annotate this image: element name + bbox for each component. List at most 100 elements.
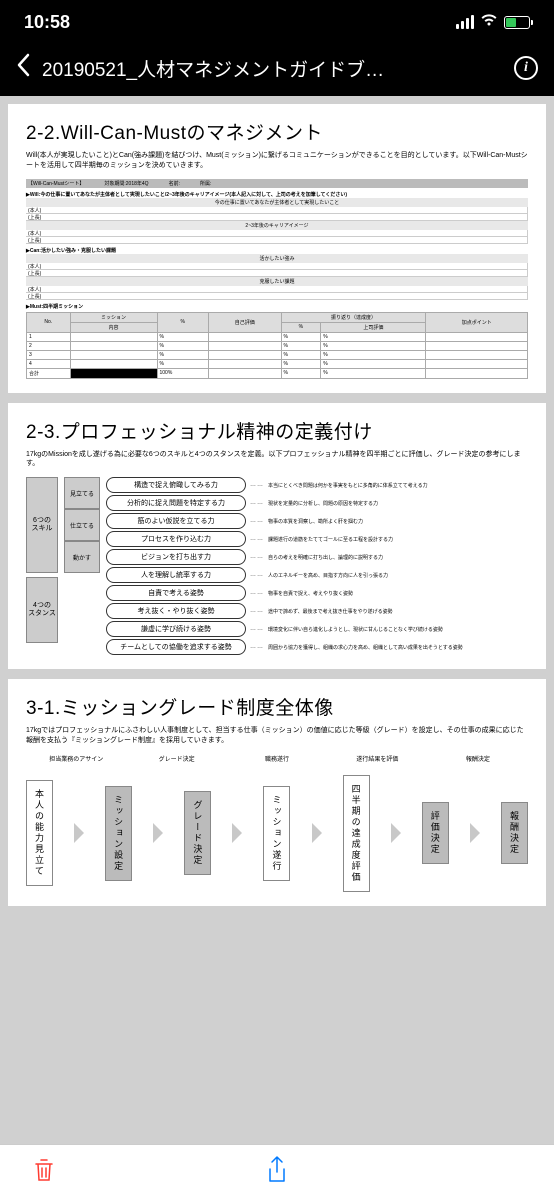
sheet-name-label: 名前: bbox=[169, 180, 180, 187]
row-boss: (上長) bbox=[26, 270, 528, 276]
sheet-dept-label: 所属: bbox=[200, 180, 211, 187]
will-header: ▶Will:今の仕事に置いてあなたが主体者として実現したいこと/2~3年後のキャ… bbox=[26, 191, 528, 198]
skill-row: 人を理解し統率する力……人のエネルギーを高め、目指す方向に人を引っ張る力 bbox=[106, 567, 528, 583]
flow-box: 評価決定 bbox=[422, 802, 449, 864]
skill-desc: 物事を自責で捉え、考えやり抜く姿勢 bbox=[268, 590, 528, 597]
skill-pill: 人を理解し統率する力 bbox=[106, 567, 246, 583]
arrow-icon bbox=[312, 823, 322, 843]
skill-desc: 環境変化に伴い自ら進化しようとし、現状に甘んじることなく学び続ける姿勢 bbox=[268, 626, 528, 633]
skill-pill: プロセスを作り込む力 bbox=[106, 531, 246, 547]
col-no: No. bbox=[27, 312, 71, 332]
dots: …… bbox=[250, 644, 264, 650]
wifi-icon bbox=[480, 13, 498, 32]
row-boss: (上長) bbox=[26, 293, 528, 299]
document-viewport[interactable]: 2-2.Will-Can-Mustのマネジメント Will(本人が実現したいこと… bbox=[0, 96, 554, 1144]
skill-row: チームとしての協働を追求する姿勢……周囲から協力を獲得し、組織の求心力を高め、組… bbox=[106, 639, 528, 655]
flow-label: 職務遂行 bbox=[227, 754, 327, 763]
flow-label: グレード決定 bbox=[126, 754, 226, 763]
battery-icon bbox=[504, 16, 530, 29]
flow-label: 遂行結果を評価 bbox=[327, 754, 427, 763]
skill-pill: 構造で捉え俯瞰してみる力 bbox=[106, 477, 246, 493]
flow-labels: 担当業務のアサイングレード決定職務遂行遂行結果を評価報酬決定 bbox=[26, 754, 528, 763]
skill-desc: 現状を定量的に分析し、問題の原因を特定する力 bbox=[268, 500, 528, 507]
skill-desc: 課題遂行の道筋をたててゴールに至る工程を設計する力 bbox=[268, 536, 528, 543]
signal-icon bbox=[456, 15, 474, 29]
flow-box: 四半期の達成度評価 bbox=[343, 775, 370, 892]
arrow-icon bbox=[232, 823, 242, 843]
skill-row: 謙虚に学び続ける姿勢……環境変化に伴い自ら進化しようとし、現状に甘んじることなく… bbox=[106, 621, 528, 637]
flow-box: 本人の能力見立て bbox=[26, 780, 53, 886]
sheet-period: 対象期間:2018年4Q bbox=[104, 180, 148, 187]
back-button[interactable] bbox=[16, 52, 30, 84]
skill-desc: 途中で諦めず、最後まで考え抜き仕事をやり遂げる姿勢 bbox=[268, 608, 528, 615]
skill-row: ビジョンを打ち出す力……自らの考えを明確に打ち出し、論理的に説明する力 bbox=[106, 549, 528, 565]
col-content: 内容 bbox=[70, 322, 157, 332]
skill-pill: ビジョンを打ち出す力 bbox=[106, 549, 246, 565]
status-indicators bbox=[456, 13, 530, 32]
col-point: 加点ポイント bbox=[426, 312, 528, 332]
sheet-label: 【Will-Can-Mustシート】 bbox=[28, 180, 84, 187]
row-self: (本人) bbox=[26, 207, 528, 213]
can-header: ▶Can:活かしたい強み・克服したい課題 bbox=[26, 247, 528, 254]
col-mission: ミッション bbox=[70, 312, 157, 322]
skill-pill: 自責で考える姿勢 bbox=[106, 585, 246, 601]
status-bar: 10:58 bbox=[0, 0, 554, 44]
skill-row: プロセスを作り込む力 …… 課題遂行の道筋をたててゴールに至る工程を設計する力 bbox=[106, 531, 528, 547]
skill-row: 考え抜く・やり抜く姿勢……途中で諦めず、最後まで考え抜き仕事をやり遂げる姿勢 bbox=[106, 603, 528, 619]
mid-label-0: 見立てる bbox=[64, 477, 100, 509]
skill-pill: 筋のよい仮説を立てる力 bbox=[106, 513, 246, 529]
skill-desc: 周囲から協力を獲得し、組織の求心力を高め、組織として高い成果を出そうとする姿勢 bbox=[268, 644, 528, 651]
skill-row: 構造で捉え俯瞰してみる力……本当にとくべき問題は何かを事実をもとに多角的に体系立… bbox=[106, 477, 528, 493]
page3-title: 3-1.ミッショングレード制度全体像 bbox=[26, 693, 528, 720]
wcm-sheet: 【Will-Can-Mustシート】 対象期間:2018年4Q 名前: 所属: … bbox=[26, 179, 528, 379]
page1-title: 2-2.Will-Can-Mustのマネジメント bbox=[26, 118, 528, 145]
skill-row: 筋のよい仮説を立てる力 …… 物事の本質を洞察し、勘所よく肝を掴む力 bbox=[106, 513, 528, 529]
status-time: 10:58 bbox=[24, 12, 70, 33]
dots: …… bbox=[250, 626, 264, 632]
strength-label: 活かしたい強み bbox=[26, 254, 528, 263]
page-2: 2-3.プロフェッショナル精神の定義付け 17kgのMissionを成し遂げる為… bbox=[8, 403, 546, 670]
flow-diagram: 本人の能力見立てミッション設定グレード決定ミッション遂行四半期の達成度評価評価決… bbox=[26, 775, 528, 892]
dots: …… bbox=[250, 500, 264, 506]
share-button[interactable] bbox=[266, 1155, 288, 1190]
mid-label-1: 仕立てる bbox=[64, 509, 100, 541]
skill-desc: 人のエネルギーを高め、目指す方向に人を引っ張る力 bbox=[268, 572, 528, 579]
skill-desc: 物事の本質を洞察し、勘所よく肝を掴む力 bbox=[268, 518, 528, 525]
total-pct: 100% bbox=[157, 368, 209, 378]
weakness-label: 克服したい課題 bbox=[26, 277, 528, 286]
arrow-icon bbox=[391, 823, 401, 843]
col-self: 自己評価 bbox=[209, 312, 281, 332]
flow-box: 報酬決定 bbox=[501, 802, 528, 864]
dots: …… bbox=[250, 608, 264, 614]
nav-bar: 20190521_人材マネジメントガイドブ… i bbox=[0, 44, 554, 92]
page-1: 2-2.Will-Can-Mustのマネジメント Will(本人が実現したいこと… bbox=[8, 104, 546, 393]
col-bosseval: 上司評価 bbox=[321, 322, 426, 332]
row-self: (本人) bbox=[26, 230, 528, 236]
page3-sub: 17kgではプロフェッショナルにふさわしい人事制度として、担当する仕事（ミッショ… bbox=[26, 726, 528, 746]
row-boss: (上長) bbox=[26, 214, 528, 220]
career-header: 2~3年後のキャリアイメージ bbox=[26, 221, 528, 230]
skill-row: 自責で考える姿勢……物事を自責で捉え、考えやり抜く姿勢 bbox=[106, 585, 528, 601]
skill-desc: 本当にとくべき問題は何かを事実をもとに多角的に体系立てて考える力 bbox=[268, 482, 528, 489]
dots: …… bbox=[250, 518, 264, 524]
page2-title: 2-3.プロフェッショナル精神の定義付け bbox=[26, 417, 528, 444]
delete-button[interactable] bbox=[32, 1156, 56, 1189]
skill-rows: 構造で捉え俯瞰してみる力 …… 本当にとくべき問題は何かを事実をもとに多角的に体系立… bbox=[106, 477, 528, 655]
row-boss: (上長) bbox=[26, 237, 528, 243]
page-3: 3-1.ミッショングレード制度全体像 17kgではプロフェッショナルにふさわしい… bbox=[8, 679, 546, 906]
mid-label-2: 動かす bbox=[64, 541, 100, 573]
info-button[interactable]: i bbox=[514, 56, 538, 80]
dots: …… bbox=[250, 554, 264, 560]
four-stance-label: 4つの スタンス bbox=[26, 577, 58, 643]
col-pct2: % bbox=[281, 322, 321, 332]
arrow-icon bbox=[153, 823, 163, 843]
total-label: 合計 bbox=[27, 368, 71, 378]
page2-sub: 17kgのMissionを成し遂げる為に必要な6つのスキルと4つのスタンスを定義… bbox=[26, 450, 528, 470]
flow-box: ミッション遂行 bbox=[263, 786, 290, 881]
dots: …… bbox=[250, 536, 264, 542]
row-self: (本人) bbox=[26, 263, 528, 269]
must-header: ▶Must:四半期ミッション bbox=[26, 303, 528, 310]
col-return: 振り返り（達成度） bbox=[281, 312, 426, 322]
skill-pill: 分析的に捉え問題を特定する力 bbox=[106, 495, 246, 511]
arrow-icon bbox=[74, 823, 84, 843]
